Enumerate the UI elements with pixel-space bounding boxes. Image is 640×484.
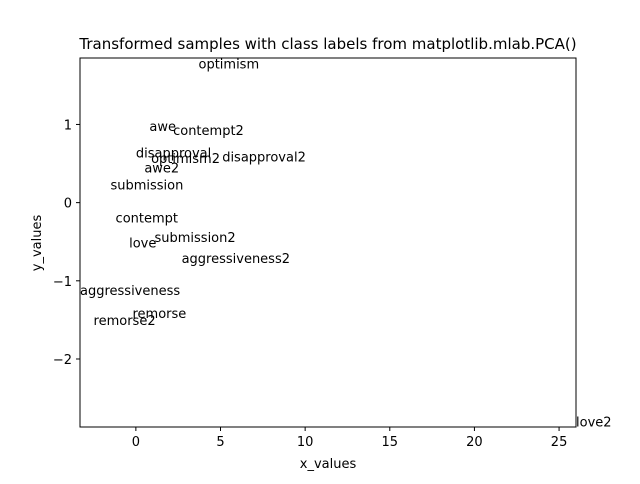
- x-tick-label: 0: [132, 435, 140, 450]
- y-tick-label: 1: [64, 118, 72, 133]
- x-tick-label: 5: [216, 435, 224, 450]
- point-label: optimism2: [151, 152, 220, 167]
- point-label: submission: [110, 179, 183, 194]
- point-label: love2: [576, 416, 612, 431]
- y-axis-label: y_values: [30, 215, 45, 272]
- point-label: disapproval: [136, 147, 211, 162]
- point-label: submission2: [154, 231, 235, 246]
- point-label: contempt2: [173, 124, 244, 139]
- point-label: optimism: [198, 57, 259, 72]
- y-tick-label: −1: [53, 275, 72, 290]
- point-label: disapproval2: [222, 151, 306, 166]
- plot-axes: [79, 57, 577, 428]
- point-label: remorse2: [94, 314, 156, 329]
- point-label: contempt: [116, 211, 178, 226]
- point-label: awe: [149, 120, 176, 135]
- y-tick-label: −2: [53, 353, 72, 368]
- point-label: awe2: [144, 161, 179, 176]
- y-tick-label: 0: [64, 197, 72, 212]
- point-label: aggressiveness2: [182, 252, 290, 267]
- point-label: remorse: [132, 307, 186, 322]
- axis-ticks: 0 5 10 15 20 25 −2 −1 0 1: [53, 118, 568, 450]
- x-axis-label: x_values: [300, 457, 357, 472]
- point-label: aggressiveness: [80, 284, 180, 299]
- point-label: love: [129, 237, 156, 252]
- chart-title: Transformed samples with class labels fr…: [78, 35, 576, 53]
- x-tick-label: 15: [382, 435, 399, 450]
- x-tick-label: 25: [551, 435, 568, 450]
- x-tick-label: 20: [466, 435, 483, 450]
- plot-frame: [79, 57, 577, 428]
- x-tick-label: 10: [297, 435, 314, 450]
